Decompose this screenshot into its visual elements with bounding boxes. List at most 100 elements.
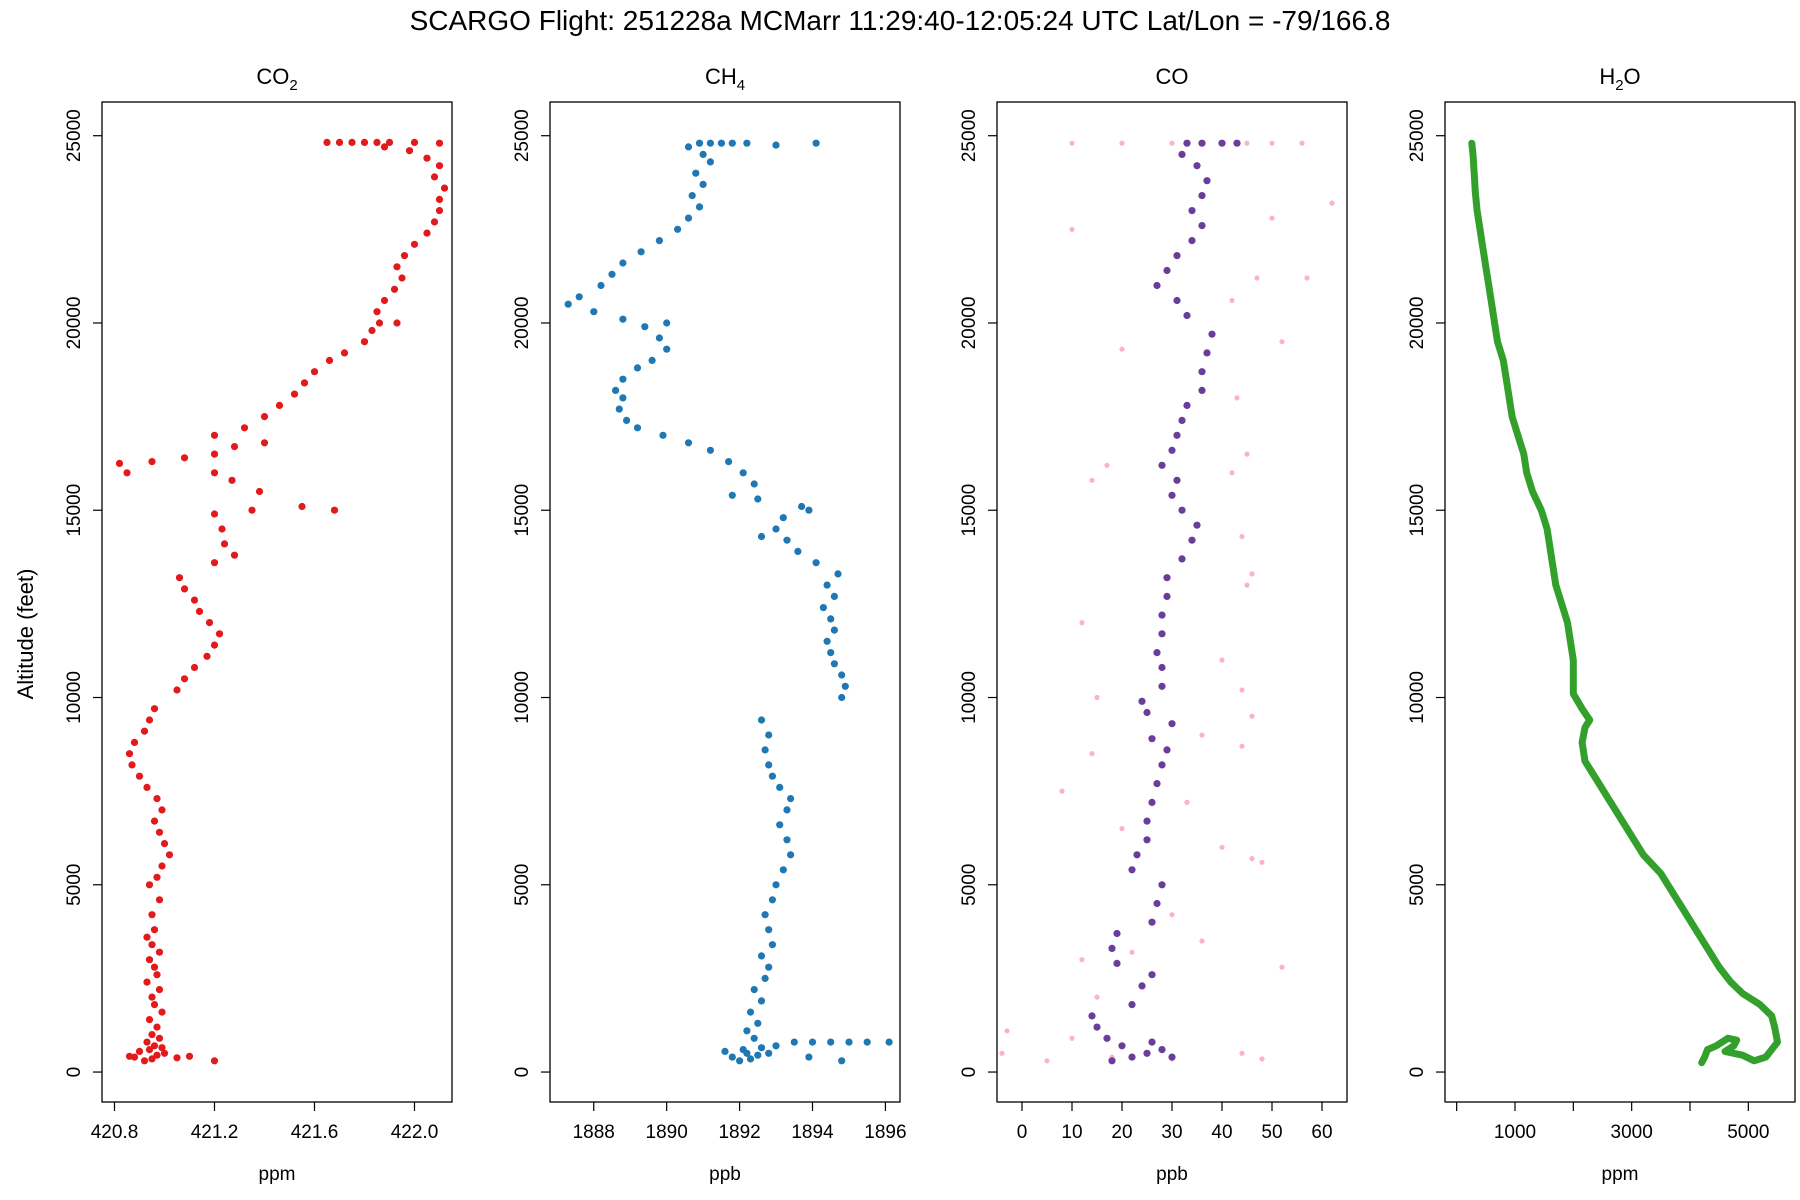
data-point: [1178, 506, 1186, 514]
data-point: [410, 138, 419, 146]
x-tick-label: 40: [1211, 1122, 1232, 1143]
data-point: [298, 502, 306, 511]
data-point: [1199, 732, 1205, 738]
data-point: [1229, 470, 1235, 476]
x-tick-label: 20: [1111, 1122, 1132, 1143]
data-point: [783, 836, 791, 844]
data-point: [385, 138, 394, 146]
data-point: [823, 637, 831, 645]
x-tick-label: 1890: [646, 1122, 688, 1143]
data-point: [1239, 533, 1245, 540]
data-point: [1108, 1057, 1116, 1065]
y-tick-label: 20000: [64, 297, 85, 350]
data-point: [160, 1049, 169, 1057]
data-point: [158, 806, 166, 814]
data-point: [999, 1050, 1005, 1056]
x-axis-label: ppm: [259, 1164, 296, 1185]
data-point: [830, 592, 839, 601]
data-point: [115, 459, 124, 467]
data-point: [688, 192, 696, 200]
data-point: [1163, 746, 1171, 754]
panel-title: H2O: [1599, 64, 1640, 94]
data-point: [612, 386, 620, 394]
data-point: [210, 641, 219, 649]
data-point: [750, 1034, 758, 1042]
data-point: [203, 652, 211, 660]
panel-1: CO2 420.8 421.2 421.6 422.0 ppm 0 5000 10000 1500…: [64, 64, 453, 1185]
data-point: [125, 750, 134, 758]
data-point: [1138, 982, 1146, 990]
data-point: [1188, 207, 1196, 215]
data-point: [699, 150, 707, 158]
data-point: [190, 663, 199, 672]
x-axis: 1888 1890 1892 1894 1896: [573, 1102, 907, 1143]
data-point: [619, 375, 627, 383]
data-point: [1153, 899, 1161, 908]
data-point: [695, 203, 704, 211]
data-point: [761, 974, 769, 983]
data-point: [153, 795, 161, 803]
data-point: [1198, 139, 1206, 147]
data-point: [155, 828, 164, 836]
data-layer: [999, 139, 1335, 1065]
data-point: [648, 356, 656, 364]
data-point: [798, 502, 806, 511]
data-point: [1239, 743, 1245, 749]
panel-title: CH4: [705, 64, 745, 94]
data-point: [827, 1038, 835, 1046]
y-axis: 0 5000 10000 15000 20000 25000: [64, 109, 102, 1077]
data-point: [663, 345, 671, 353]
data-point: [728, 1053, 736, 1061]
data-point: [1143, 836, 1151, 844]
panel-3: CO 0 10 20 30 40 50 60 ppb 0 5000 10000 15000 20000 25…: [959, 64, 1348, 1185]
data-point: [210, 1057, 219, 1065]
data-point: [1178, 555, 1186, 563]
data-point: [863, 1038, 871, 1046]
data-point: [1148, 798, 1156, 807]
data-point: [150, 1001, 159, 1009]
data-layer: [115, 138, 449, 1065]
data-point: [173, 686, 181, 694]
data-point: [228, 476, 236, 484]
data-point: [684, 439, 693, 447]
data-point: [150, 926, 159, 934]
data-point: [160, 840, 169, 848]
data-point: [1069, 1035, 1075, 1041]
data-point: [1129, 949, 1135, 955]
data-point: [885, 1038, 893, 1046]
data-point: [1119, 826, 1125, 832]
data-point: [145, 716, 154, 724]
y-tick-label: 10000: [1407, 671, 1428, 724]
data-point: [776, 783, 784, 792]
data-point: [423, 154, 431, 162]
data-point: [1119, 140, 1125, 146]
data-point: [1094, 994, 1100, 1000]
data-point: [1163, 266, 1171, 275]
data-point: [410, 240, 419, 248]
data-point: [1143, 708, 1151, 717]
data-point: [1249, 856, 1255, 862]
data-point: [655, 334, 664, 342]
data-point: [845, 1038, 853, 1046]
data-point: [185, 1052, 194, 1060]
y-tick-label: 10000: [64, 671, 85, 724]
x-tick-label: 50: [1261, 1122, 1282, 1143]
x-tick-label: 1000: [1494, 1122, 1536, 1143]
data-point: [230, 551, 239, 559]
data-point: [400, 252, 409, 260]
data-point: [145, 1016, 154, 1024]
data-point: [145, 1046, 154, 1054]
data-point: [1148, 918, 1156, 926]
data-point: [757, 532, 766, 541]
data-point: [1004, 1028, 1010, 1034]
data-point: [1304, 275, 1310, 281]
data-point: [248, 506, 256, 514]
data-point: [1153, 780, 1161, 788]
x-axis-label: ppm: [1602, 1164, 1639, 1185]
data-point: [340, 349, 349, 357]
data-point: [1208, 330, 1216, 338]
data-point: [1259, 859, 1265, 865]
data-point: [158, 1008, 166, 1016]
data-point: [368, 326, 376, 335]
data-point: [180, 675, 189, 683]
